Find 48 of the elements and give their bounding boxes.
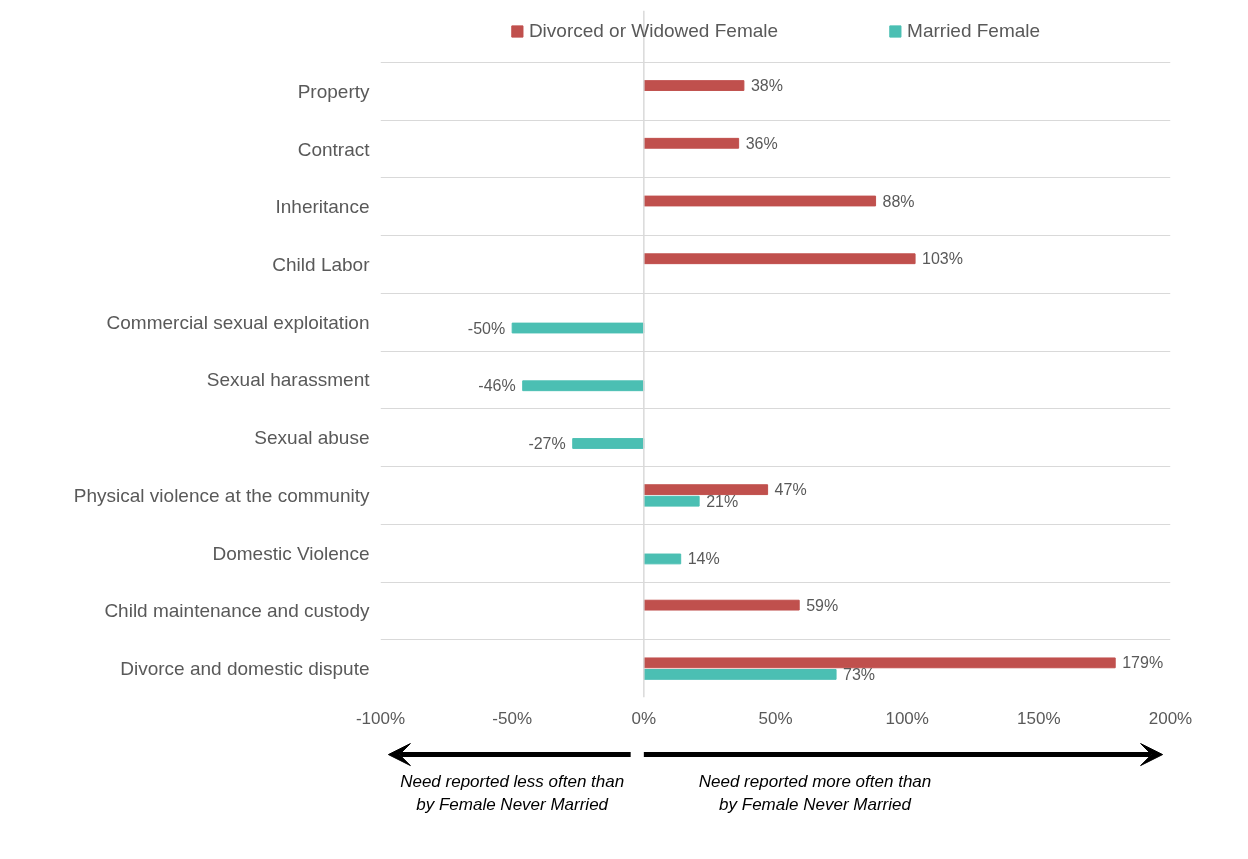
x-tick-label: 100% bbox=[885, 708, 929, 728]
bar bbox=[643, 137, 740, 149]
bar bbox=[643, 669, 837, 680]
y-tick-label: Commercial sexual exploitation bbox=[106, 311, 370, 333]
data-label: -27% bbox=[528, 434, 566, 452]
data-label: 38% bbox=[750, 77, 783, 95]
data-label: 21% bbox=[706, 492, 739, 510]
data-label: 88% bbox=[882, 192, 915, 210]
bar bbox=[643, 599, 800, 611]
bar bbox=[643, 484, 769, 496]
x-tick-label: -50% bbox=[492, 708, 533, 728]
text: Need reported less often than by Female Never Married bbox=[400, 771, 625, 814]
y-tick-label: Sexual abuse bbox=[254, 427, 370, 449]
y-tick-label: Divorce and domestic dispute bbox=[120, 658, 370, 680]
x-tick-label: 0% bbox=[631, 708, 657, 728]
data-label: 14% bbox=[687, 550, 720, 568]
y-tick-label: Physical violence at the community bbox=[73, 484, 370, 506]
data-label: -50% bbox=[467, 319, 506, 337]
y-tick-label: Contract bbox=[297, 138, 371, 160]
bar bbox=[643, 195, 877, 207]
y-tick-label: Property bbox=[297, 80, 370, 102]
x-tick-label: 150% bbox=[1017, 708, 1061, 728]
y-tick-label: Inheritance bbox=[275, 196, 370, 218]
bar bbox=[643, 495, 700, 507]
x-tick-label: 200% bbox=[1148, 708, 1193, 728]
legend-label: Married Female bbox=[907, 20, 1041, 42]
bar bbox=[643, 657, 1116, 669]
y-tick-label: Domestic Violence bbox=[212, 542, 370, 564]
bar bbox=[572, 438, 645, 449]
data-label: 36% bbox=[745, 134, 778, 152]
y-tick-label: Child maintenance and custody bbox=[104, 600, 370, 622]
data-label: 47% bbox=[774, 481, 807, 499]
bar bbox=[643, 80, 745, 91]
data-label: 59% bbox=[806, 596, 839, 614]
y-tick-label: Child Labor bbox=[272, 254, 371, 276]
bar bbox=[511, 322, 645, 334]
bar bbox=[643, 553, 682, 565]
data-label: -46% bbox=[478, 377, 516, 395]
bar bbox=[522, 380, 645, 392]
legend-label: Divorced or Widowed Female bbox=[528, 20, 779, 42]
data-label: 103% bbox=[922, 250, 963, 268]
x-tick-label: 50% bbox=[758, 708, 793, 728]
bar bbox=[643, 253, 916, 265]
y-tick-label: Sexual harassment bbox=[206, 369, 371, 391]
text: Need reported more often than by Female Never Married bbox=[698, 771, 932, 814]
data-label: 73% bbox=[843, 665, 876, 683]
x-tick-label: -100% bbox=[355, 708, 406, 728]
data-label: 179% bbox=[1122, 654, 1164, 672]
